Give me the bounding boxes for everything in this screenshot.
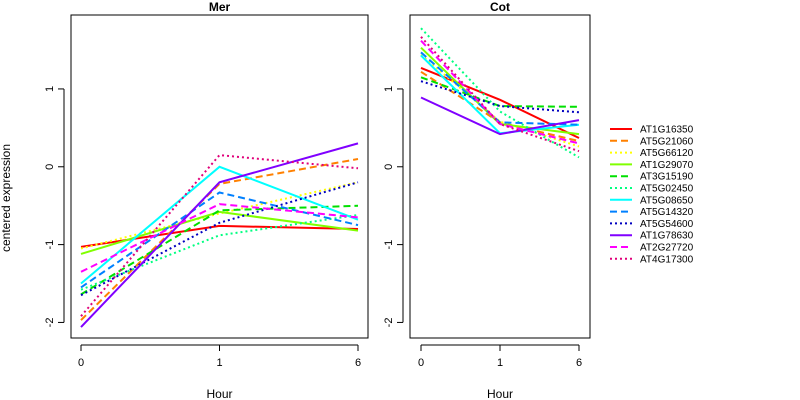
- series-line-at2g27720: [80, 203, 359, 273]
- y-tick-label: 1: [383, 86, 395, 92]
- x-tick-label: 6: [576, 357, 582, 369]
- legend-label: AT1G78630: [640, 231, 694, 242]
- y-tick-label: -1: [383, 240, 395, 250]
- legend-label: AT5G02450: [640, 184, 694, 195]
- legend-label: AT2G27720: [640, 243, 694, 254]
- y-tick-label: 0: [44, 164, 56, 170]
- panel-title: Cot: [490, 0, 510, 14]
- x-axis-title: Hour: [487, 387, 513, 400]
- series-line-at1g29070: [80, 210, 359, 255]
- series-line-at4g17300: [80, 154, 359, 317]
- series-line-at5g54600: [80, 181, 359, 297]
- series-line-at3g15190: [420, 76, 580, 108]
- x-tick-label: 0: [418, 357, 424, 369]
- legend-label: AT1G16350: [640, 125, 694, 136]
- x-tick-label: 6: [355, 357, 361, 369]
- x-tick-label: 1: [497, 357, 503, 369]
- legend-item: AT3G15190: [610, 172, 694, 183]
- plot-frame: [70, 14, 369, 339]
- y-tick-label: -2: [44, 318, 56, 328]
- plot-frame: [409, 14, 591, 339]
- legend-item: AT1G78630: [610, 231, 694, 242]
- x-tick-label: 0: [78, 357, 84, 369]
- panel-mer: Mer -2 -1 0 1 0 1 6 Hour: [44, 0, 369, 400]
- series-line-at2g27720: [420, 40, 580, 145]
- series-line-at1g78630: [80, 142, 359, 328]
- legend-item: AT1G16350: [610, 125, 694, 136]
- legend-label: AT5G66120: [640, 148, 694, 159]
- legend-item: AT5G08650: [610, 195, 694, 206]
- legend-item: AT2G27720: [610, 243, 694, 254]
- legend-item: AT1G29070: [610, 160, 694, 171]
- legend-item: AT4G17300: [610, 254, 694, 265]
- x-axis-title: Hour: [206, 387, 232, 400]
- legend-label: AT5G08650: [640, 195, 694, 206]
- legend-item: AT5G54600: [610, 219, 694, 230]
- legend-label: AT5G54600: [640, 219, 694, 230]
- y-tick-label: -1: [44, 240, 56, 250]
- legend-item: AT5G21060: [610, 136, 694, 147]
- legend: AT1G16350AT5G21060AT5G66120AT1G29070AT3G…: [610, 125, 694, 265]
- legend-item: AT5G66120: [610, 148, 694, 159]
- series-line-at5g08650: [80, 165, 359, 285]
- series-line-at1g16350: [80, 224, 359, 248]
- series-line-at5g54600: [420, 80, 580, 114]
- series-line-at5g14320: [80, 191, 359, 289]
- legend-label: AT4G17300: [640, 254, 694, 265]
- series-line-at5g02450: [420, 27, 580, 159]
- legend-label: AT1G29070: [640, 160, 694, 171]
- legend-label: AT3G15190: [640, 172, 694, 183]
- panel-title: Mer: [209, 0, 231, 14]
- series-line-at1g78630: [420, 96, 580, 136]
- panel-cot: Cot -2 -1 0 1 0 1 6 Hour: [383, 0, 591, 400]
- series-line-at5g21060: [80, 158, 359, 321]
- legend-label: AT5G21060: [640, 136, 694, 147]
- x-tick-label: 1: [216, 357, 222, 369]
- y-axis-title: centered expression: [0, 144, 13, 252]
- y-tick-label: 1: [44, 86, 56, 92]
- legend-label: AT5G14320: [640, 207, 694, 218]
- chart-panels: Mer -2 -1 0 1 0 1 6 Hour Cot -2 -1 0 1 0 1 6 Hour: [44, 0, 591, 400]
- series-line-at3g15190: [80, 204, 359, 296]
- y-tick-label: 0: [383, 164, 395, 170]
- y-tick-label: -2: [383, 318, 395, 328]
- legend-item: AT5G02450: [610, 184, 694, 195]
- legend-item: AT5G14320: [610, 207, 694, 218]
